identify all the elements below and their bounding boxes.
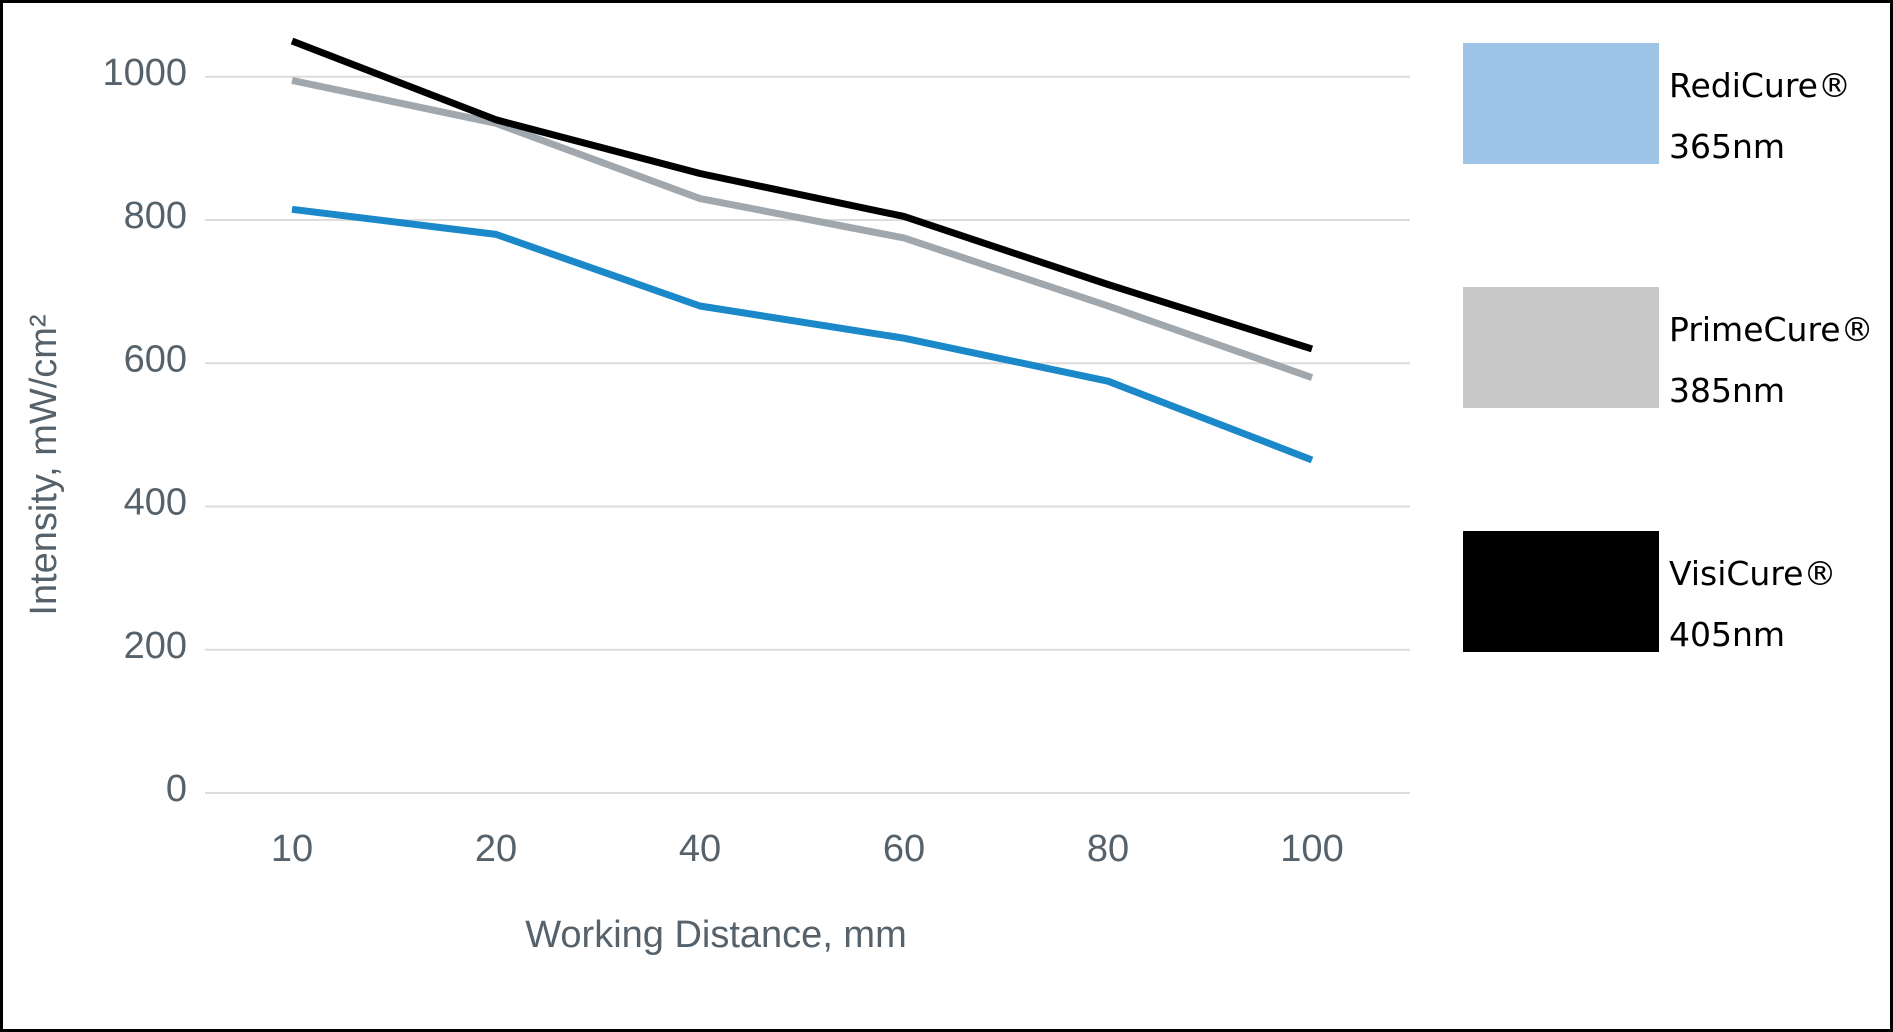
series-line bbox=[291, 205, 1314, 464]
x-tick-label: 80 bbox=[1087, 828, 1129, 870]
legend-item: RediCure® 365nm bbox=[1463, 43, 1851, 177]
x-axis-title: Working Distance, mm bbox=[525, 914, 907, 956]
y-axis-title: Intensity, mW/cm² bbox=[23, 314, 65, 615]
x-tick-label: 40 bbox=[679, 828, 721, 870]
series-line bbox=[290, 37, 1314, 353]
y-tick-label: 200 bbox=[124, 625, 187, 667]
legend-label: PrimeCure® 385nm bbox=[1669, 310, 1874, 410]
y-tick-label: 600 bbox=[124, 338, 187, 380]
legend-item: PrimeCure® 385nm bbox=[1463, 287, 1874, 421]
y-tick-label: 400 bbox=[124, 482, 187, 524]
legend-swatch bbox=[1463, 531, 1659, 652]
legend-swatch bbox=[1463, 43, 1659, 164]
y-tick-label: 0 bbox=[166, 768, 187, 810]
x-tick-label: 20 bbox=[475, 828, 517, 870]
y-tick-label: 1000 bbox=[102, 52, 187, 94]
x-tick-label: 100 bbox=[1280, 828, 1343, 870]
legend-label: RediCure® 365nm bbox=[1669, 66, 1851, 166]
series-line bbox=[291, 76, 1314, 381]
legend-swatch bbox=[1463, 287, 1659, 408]
x-tick-label: 60 bbox=[883, 828, 925, 870]
x-tick-label: 10 bbox=[271, 828, 313, 870]
legend-label: VisiCure® 405nm bbox=[1669, 554, 1837, 654]
legend-item: VisiCure® 405nm bbox=[1463, 531, 1836, 665]
y-tick-label: 800 bbox=[124, 195, 187, 237]
